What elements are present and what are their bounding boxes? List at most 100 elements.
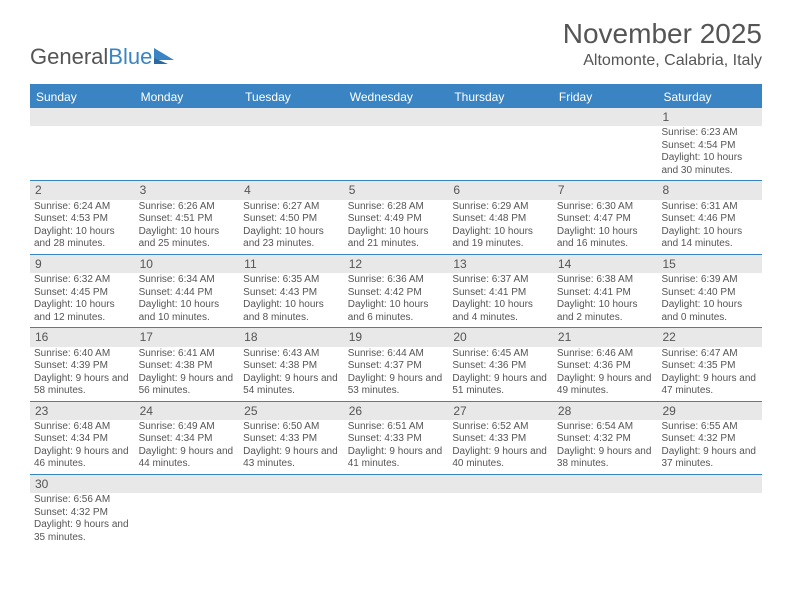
- sunset-line: Sunset: 4:47 PM: [557, 213, 654, 226]
- day-body: Sunrise: 6:32 AMSunset: 4:45 PMDaylight:…: [30, 273, 135, 327]
- sunrise-line: Sunrise: 6:24 AM: [34, 201, 131, 214]
- daylight-line: Daylight: 10 hours and 4 minutes.: [452, 299, 549, 324]
- day-number-empty: [239, 475, 344, 493]
- day-cell: 16Sunrise: 6:40 AMSunset: 4:39 PMDayligh…: [30, 328, 135, 400]
- day-cell: [448, 475, 553, 547]
- day-body: Sunrise: 6:51 AMSunset: 4:33 PMDaylight:…: [344, 420, 449, 474]
- day-number-empty: [448, 475, 553, 493]
- day-cell: [239, 108, 344, 180]
- day-body: Sunrise: 6:28 AMSunset: 4:49 PMDaylight:…: [344, 200, 449, 254]
- sunset-line: Sunset: 4:39 PM: [34, 360, 131, 373]
- sunrise-line: Sunrise: 6:51 AM: [348, 421, 445, 434]
- title-block: November 2025 Altomonte, Calabria, Italy: [563, 18, 762, 70]
- day-cell: 27Sunrise: 6:52 AMSunset: 4:33 PMDayligh…: [448, 402, 553, 474]
- day-number-empty: [553, 475, 658, 493]
- day-cell: [448, 108, 553, 180]
- daylight-line: Daylight: 10 hours and 2 minutes.: [557, 299, 654, 324]
- day-body: Sunrise: 6:46 AMSunset: 4:36 PMDaylight:…: [553, 347, 658, 401]
- calendar: SundayMondayTuesdayWednesdayThursdayFrid…: [30, 84, 762, 547]
- sunset-line: Sunset: 4:53 PM: [34, 213, 131, 226]
- sunrise-line: Sunrise: 6:52 AM: [452, 421, 549, 434]
- sunrise-line: Sunrise: 6:36 AM: [348, 274, 445, 287]
- day-number-empty: [448, 108, 553, 126]
- day-number-empty: [135, 475, 240, 493]
- day-body: Sunrise: 6:30 AMSunset: 4:47 PMDaylight:…: [553, 200, 658, 254]
- day-body: Sunrise: 6:44 AMSunset: 4:37 PMDaylight:…: [344, 347, 449, 401]
- day-number: 19: [344, 328, 449, 346]
- sunrise-line: Sunrise: 6:31 AM: [661, 201, 758, 214]
- day-cell: 5Sunrise: 6:28 AMSunset: 4:49 PMDaylight…: [344, 181, 449, 253]
- day-cell: 18Sunrise: 6:43 AMSunset: 4:38 PMDayligh…: [239, 328, 344, 400]
- sunrise-line: Sunrise: 6:30 AM: [557, 201, 654, 214]
- week-row: 1Sunrise: 6:23 AMSunset: 4:54 PMDaylight…: [30, 108, 762, 181]
- daylight-line: Daylight: 10 hours and 25 minutes.: [139, 226, 236, 251]
- day-number-empty: [553, 108, 658, 126]
- day-of-week-cell: Monday: [135, 86, 240, 108]
- day-number: 26: [344, 402, 449, 420]
- daylight-line: Daylight: 9 hours and 46 minutes.: [34, 446, 131, 471]
- day-cell: 1Sunrise: 6:23 AMSunset: 4:54 PMDaylight…: [657, 108, 762, 180]
- day-number: 14: [553, 255, 658, 273]
- day-body: Sunrise: 6:37 AMSunset: 4:41 PMDaylight:…: [448, 273, 553, 327]
- sunset-line: Sunset: 4:40 PM: [661, 287, 758, 300]
- day-body: Sunrise: 6:36 AMSunset: 4:42 PMDaylight:…: [344, 273, 449, 327]
- day-body: Sunrise: 6:39 AMSunset: 4:40 PMDaylight:…: [657, 273, 762, 327]
- day-cell: [657, 475, 762, 547]
- day-body: Sunrise: 6:56 AMSunset: 4:32 PMDaylight:…: [30, 493, 135, 547]
- sunrise-line: Sunrise: 6:28 AM: [348, 201, 445, 214]
- day-of-week-cell: Wednesday: [344, 86, 449, 108]
- day-of-week-cell: Sunday: [30, 86, 135, 108]
- day-body: Sunrise: 6:54 AMSunset: 4:32 PMDaylight:…: [553, 420, 658, 474]
- daylight-line: Daylight: 9 hours and 41 minutes.: [348, 446, 445, 471]
- day-number: 5: [344, 181, 449, 199]
- day-cell: 13Sunrise: 6:37 AMSunset: 4:41 PMDayligh…: [448, 255, 553, 327]
- daylight-line: Daylight: 10 hours and 6 minutes.: [348, 299, 445, 324]
- sunrise-line: Sunrise: 6:43 AM: [243, 348, 340, 361]
- day-number: 13: [448, 255, 553, 273]
- day-number: 28: [553, 402, 658, 420]
- daylight-line: Daylight: 9 hours and 44 minutes.: [139, 446, 236, 471]
- daylight-line: Daylight: 10 hours and 0 minutes.: [661, 299, 758, 324]
- sunset-line: Sunset: 4:38 PM: [243, 360, 340, 373]
- sunset-line: Sunset: 4:41 PM: [452, 287, 549, 300]
- location: Altomonte, Calabria, Italy: [563, 52, 762, 70]
- day-of-week-cell: Thursday: [448, 86, 553, 108]
- sunset-line: Sunset: 4:50 PM: [243, 213, 340, 226]
- sunrise-line: Sunrise: 6:35 AM: [243, 274, 340, 287]
- daylight-line: Daylight: 10 hours and 10 minutes.: [139, 299, 236, 324]
- sunset-line: Sunset: 4:44 PM: [139, 287, 236, 300]
- day-cell: [135, 475, 240, 547]
- day-body: Sunrise: 6:45 AMSunset: 4:36 PMDaylight:…: [448, 347, 553, 401]
- day-number-empty: [344, 475, 449, 493]
- day-number: 4: [239, 181, 344, 199]
- sunrise-line: Sunrise: 6:38 AM: [557, 274, 654, 287]
- daylight-line: Daylight: 10 hours and 14 minutes.: [661, 226, 758, 251]
- sunrise-line: Sunrise: 6:50 AM: [243, 421, 340, 434]
- day-body: Sunrise: 6:40 AMSunset: 4:39 PMDaylight:…: [30, 347, 135, 401]
- day-of-week-cell: Friday: [553, 86, 658, 108]
- day-number: 3: [135, 181, 240, 199]
- sunrise-line: Sunrise: 6:49 AM: [139, 421, 236, 434]
- day-body: Sunrise: 6:24 AMSunset: 4:53 PMDaylight:…: [30, 200, 135, 254]
- day-cell: 4Sunrise: 6:27 AMSunset: 4:50 PMDaylight…: [239, 181, 344, 253]
- day-body: Sunrise: 6:55 AMSunset: 4:32 PMDaylight:…: [657, 420, 762, 474]
- day-body: Sunrise: 6:41 AMSunset: 4:38 PMDaylight:…: [135, 347, 240, 401]
- day-number-empty: [344, 108, 449, 126]
- sunrise-line: Sunrise: 6:55 AM: [661, 421, 758, 434]
- day-cell: 28Sunrise: 6:54 AMSunset: 4:32 PMDayligh…: [553, 402, 658, 474]
- logo-text-general: General: [30, 44, 108, 70]
- sunrise-line: Sunrise: 6:23 AM: [661, 127, 758, 140]
- day-number-empty: [30, 108, 135, 126]
- daylight-line: Daylight: 9 hours and 51 minutes.: [452, 373, 549, 398]
- sunset-line: Sunset: 4:38 PM: [139, 360, 236, 373]
- sunset-line: Sunset: 4:35 PM: [661, 360, 758, 373]
- sunrise-line: Sunrise: 6:48 AM: [34, 421, 131, 434]
- day-cell: [239, 475, 344, 547]
- day-of-week-cell: Tuesday: [239, 86, 344, 108]
- day-cell: 10Sunrise: 6:34 AMSunset: 4:44 PMDayligh…: [135, 255, 240, 327]
- day-number: 6: [448, 181, 553, 199]
- day-cell: 23Sunrise: 6:48 AMSunset: 4:34 PMDayligh…: [30, 402, 135, 474]
- day-cell: 26Sunrise: 6:51 AMSunset: 4:33 PMDayligh…: [344, 402, 449, 474]
- day-body: Sunrise: 6:52 AMSunset: 4:33 PMDaylight:…: [448, 420, 553, 474]
- week-row: 23Sunrise: 6:48 AMSunset: 4:34 PMDayligh…: [30, 402, 762, 475]
